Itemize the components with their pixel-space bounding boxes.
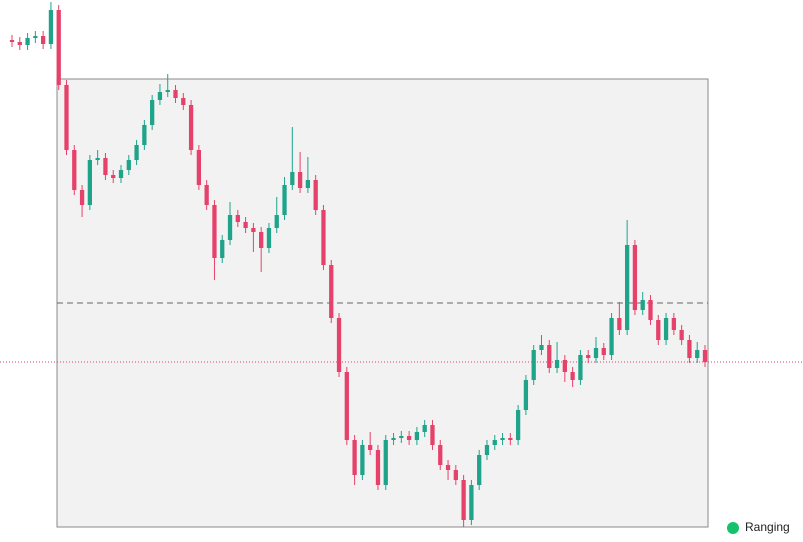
candle-body: [165, 90, 170, 92]
candle-body: [297, 172, 303, 188]
candle-body: [632, 245, 638, 310]
candle-body: [671, 318, 676, 330]
candle-body: [445, 465, 451, 470]
candle-body: [188, 105, 194, 150]
candle-body: [617, 318, 622, 330]
candle-body: [515, 410, 521, 440]
candle-body: [41, 36, 46, 44]
candle-body: [391, 438, 396, 440]
candle-body: [453, 470, 458, 480]
candle-body: [282, 185, 287, 215]
candle-body: [56, 10, 61, 85]
candle-body: [196, 150, 202, 185]
candle-body: [111, 175, 116, 178]
candle-body: [469, 485, 474, 520]
candle-body: [375, 450, 381, 485]
candle-body: [266, 228, 272, 248]
candle-body: [220, 240, 225, 258]
candle-body: [554, 360, 560, 368]
candle-body: [368, 445, 373, 450]
status-label: Ranging: [745, 520, 790, 534]
candle-body: [648, 300, 653, 320]
candle-body: [313, 180, 318, 210]
candle-body: [9, 40, 15, 42]
candle-body: [204, 185, 209, 205]
candle-body: [702, 350, 708, 362]
candle-body: [173, 90, 178, 98]
candle-body: [593, 348, 599, 358]
candle-body: [578, 355, 583, 380]
candle-body: [329, 265, 334, 318]
candles: [9, 2, 708, 527]
candle-body: [547, 345, 552, 368]
candle-body: [48, 10, 54, 44]
candle-body: [687, 340, 692, 358]
status-dot: [727, 522, 739, 534]
candle-body: [64, 85, 69, 150]
candle-body: [422, 425, 427, 432]
candle-body: [79, 190, 85, 205]
candle-body: [461, 480, 466, 520]
candle-body: [570, 372, 575, 380]
candle-body: [438, 445, 443, 465]
candle-body: [562, 360, 567, 372]
candle-body: [95, 158, 100, 160]
candle-body: [157, 92, 163, 100]
candle-body: [360, 445, 365, 475]
candle-body: [508, 438, 513, 440]
candle-body: [531, 350, 536, 380]
candle-body: [492, 440, 497, 445]
candle-body: [477, 455, 482, 485]
candle-body: [72, 150, 77, 190]
candle-body: [212, 205, 217, 258]
candle-body: [500, 438, 505, 440]
candle-body: [663, 318, 669, 340]
candle-body: [118, 170, 124, 178]
candle-body: [484, 445, 490, 455]
candle-body: [235, 215, 240, 222]
background-layer: [0, 78, 803, 528]
candle-body: [227, 215, 233, 240]
candle-body: [150, 100, 155, 125]
candle-body: [290, 172, 295, 185]
candle-body: [321, 210, 326, 265]
candle-body: [352, 440, 357, 475]
candle-body: [399, 436, 404, 438]
candle-body: [383, 440, 388, 485]
candle-body: [640, 300, 645, 310]
candle-body: [17, 42, 22, 45]
candle-body: [406, 436, 412, 440]
candle-body: [87, 160, 93, 205]
candle-body: [609, 318, 614, 355]
candle-body: [126, 160, 131, 170]
candle-body: [25, 38, 30, 45]
candle-body: [539, 345, 544, 350]
candle-body: [243, 222, 248, 228]
candle-body: [251, 228, 256, 232]
candle-body: [679, 330, 684, 340]
candle-body: [305, 180, 311, 188]
candle-body: [274, 215, 279, 228]
candle-body: [430, 425, 435, 445]
candle-body: [103, 158, 108, 175]
candle-body: [414, 432, 420, 440]
candle-body: [624, 245, 630, 330]
candle-body: [142, 125, 147, 145]
candle-body: [601, 348, 606, 355]
candle-body: [33, 36, 38, 38]
candle-body: [259, 232, 264, 248]
candle-body: [181, 98, 186, 105]
candle-body: [134, 145, 139, 160]
candle-body: [586, 355, 591, 358]
candle-body: [656, 320, 661, 340]
candle-body: [344, 372, 349, 440]
candle-body: [336, 318, 342, 372]
candle-body: [695, 350, 700, 358]
candle-body: [523, 380, 529, 410]
